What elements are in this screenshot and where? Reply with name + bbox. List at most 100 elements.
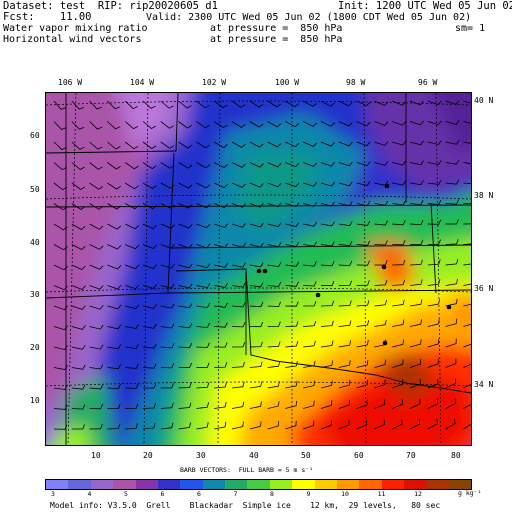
- wind-barb: [320, 241, 335, 247]
- wind-barb: [178, 343, 193, 349]
- grid-y-label: 50: [30, 185, 40, 194]
- wind-barb: [267, 401, 280, 409]
- colorbar-swatch: [381, 480, 404, 489]
- wind-barb: [285, 141, 300, 148]
- wind-barb: [142, 182, 157, 190]
- wind-barb: [249, 282, 264, 288]
- wind-barb: [356, 359, 369, 368]
- wind-barb: [89, 344, 104, 350]
- wind-barb: [249, 121, 264, 128]
- wind-barb: [249, 302, 264, 308]
- lat-label: 40 N: [474, 96, 494, 105]
- wind-barb: [196, 100, 210, 109]
- wind-barb: [125, 304, 140, 310]
- wind-barb: [89, 324, 104, 330]
- wind-barb: [338, 360, 351, 368]
- wind-barb: [445, 239, 459, 245]
- wind-barb: [124, 100, 138, 110]
- wind-barb: [178, 303, 193, 309]
- lon-label: 102 W: [202, 78, 227, 87]
- wind-barb: [142, 223, 157, 230]
- wind-barb: [445, 278, 458, 286]
- wind-barb: [142, 121, 156, 129]
- wind-barb: [427, 100, 442, 106]
- wind-barb: [196, 243, 211, 249]
- wind-barb: [409, 259, 423, 266]
- wind-barb: [160, 141, 175, 149]
- wind-barb: [214, 162, 228, 169]
- colorbar-label: 10: [341, 490, 349, 498]
- wind-barb: [89, 162, 103, 170]
- wind-barb: [196, 303, 211, 309]
- wind-barb: [71, 384, 86, 390]
- wind-barb: [267, 162, 282, 168]
- wind-barb: [160, 402, 174, 409]
- colorbar-label: 3: [51, 490, 55, 498]
- wind-barb: [392, 220, 406, 226]
- colorbar-label: 8: [270, 490, 274, 498]
- wind-barb: [142, 203, 157, 210]
- wind-barb: [160, 264, 175, 269]
- lat-label: 36 N: [474, 284, 494, 293]
- wind-barb: [231, 223, 246, 228]
- wind-barb: [374, 339, 387, 348]
- wind-barb: [71, 244, 86, 250]
- wind-barb: [178, 162, 193, 169]
- wind-barb: [356, 260, 370, 266]
- wind-barb: [53, 404, 68, 410]
- wind-barb: [374, 141, 389, 146]
- wind-barb: [53, 424, 68, 430]
- wind-barb: [53, 100, 66, 110]
- wind-barb: [427, 239, 441, 245]
- wind-barb: [231, 342, 246, 348]
- wind-barb: [53, 203, 68, 211]
- wind-barb: [160, 182, 175, 189]
- wind-barb: [267, 182, 282, 188]
- wind-barb: [285, 400, 298, 409]
- grid-x-label: 80: [451, 451, 461, 460]
- wind-barb: [178, 382, 192, 389]
- wind-barb: [160, 303, 175, 309]
- wind-barb: [214, 382, 227, 389]
- wind-barb: [125, 344, 139, 349]
- wind-barb: [160, 422, 174, 430]
- wind-barb: [267, 421, 280, 430]
- wind-barb: [320, 201, 335, 207]
- wind-barb: [320, 400, 333, 409]
- wind-barb: [445, 298, 458, 307]
- wind-barb: [320, 221, 335, 227]
- wind-barb: [231, 322, 246, 328]
- wind-barb: [267, 222, 282, 228]
- wind-barb: [445, 219, 459, 225]
- wind-barb: [267, 141, 282, 148]
- wind-barb: [89, 141, 103, 150]
- wind-barb: [356, 200, 371, 206]
- wind-barb: [178, 243, 193, 249]
- wind-barb: [107, 100, 120, 110]
- wind-barb: [142, 323, 157, 329]
- wind-barb: [89, 100, 102, 110]
- wind-barb: [142, 264, 157, 269]
- model-info: Model info: V3.5.0 Grell Blackadar Simpl…: [50, 501, 441, 510]
- wind-barb: [374, 299, 387, 307]
- wind-barb: [392, 319, 405, 327]
- wind-barb: [356, 181, 371, 186]
- wind-barb: [53, 345, 68, 351]
- wind-barb: [196, 141, 210, 149]
- wind-barb: [427, 160, 442, 165]
- wind-barb: [463, 283, 471, 286]
- wind-barb: [285, 222, 300, 227]
- wind-barb: [303, 320, 317, 327]
- wind-barb: [338, 141, 353, 147]
- wind-barb: [125, 403, 139, 409]
- wind-barb: [53, 384, 68, 390]
- wind-barb: [445, 358, 457, 368]
- wind-barb: [427, 299, 440, 307]
- wind-barb: [303, 261, 317, 267]
- wind-barb: [249, 421, 262, 430]
- wind-barb: [320, 141, 335, 147]
- wind-barb: [231, 302, 246, 308]
- wind-barb: [89, 364, 104, 370]
- lat-label: 38 N: [474, 191, 494, 200]
- wind-barb: [125, 284, 140, 290]
